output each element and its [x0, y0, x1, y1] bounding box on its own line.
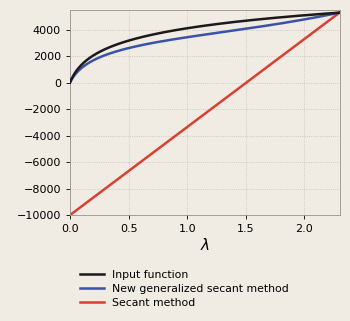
- Y-axis label: f(λ): f(λ): [0, 105, 1, 119]
- X-axis label: λ: λ: [200, 238, 209, 253]
- Legend: Input function, New generalized secant method, Secant method: Input function, New generalized secant m…: [75, 266, 293, 312]
